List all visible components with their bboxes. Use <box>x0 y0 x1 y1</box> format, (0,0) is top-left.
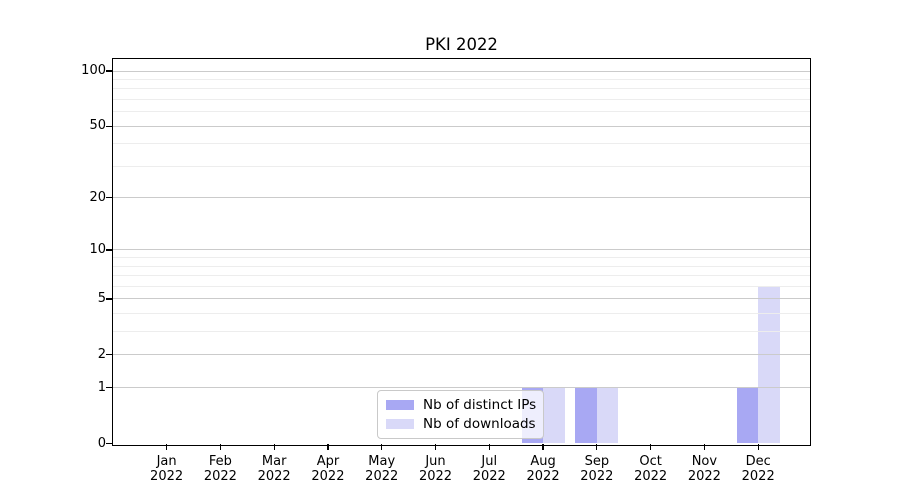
x-tick-label: Feb 2022 <box>192 454 248 485</box>
chart-title: PKI 2022 <box>425 35 498 54</box>
bar-downloads <box>543 387 565 444</box>
y-tick-label: 5 <box>97 290 106 306</box>
x-tick-label-month: Mar <box>261 453 287 469</box>
y-tick-label: 10 <box>89 241 106 257</box>
x-tick-label: May 2022 <box>354 454 410 485</box>
y-tick-label: 20 <box>89 189 106 205</box>
x-tick-label-year: 2022 <box>311 469 345 484</box>
gridline-major <box>113 354 810 356</box>
y-tick-label: 100 <box>81 63 106 78</box>
gridline-minor <box>113 78 810 80</box>
legend: Nb of distinct IPs Nb of downloads <box>377 390 544 439</box>
bar-downloads <box>758 286 780 444</box>
y-tick <box>106 298 113 300</box>
gridline-minor <box>113 165 810 167</box>
y-tick <box>106 125 113 127</box>
x-tick-label-month: May <box>368 453 396 469</box>
plot-border <box>112 58 811 446</box>
y-tick <box>106 386 113 389</box>
x-tick-label: Mar 2022 <box>246 454 302 485</box>
gridline-minor <box>113 143 810 145</box>
legend-label-downloads: Nb of downloads <box>423 416 536 433</box>
x-tick-label-month: Feb <box>208 453 232 469</box>
legend-item-distinct-ips: Nb of distinct IPs <box>386 396 537 413</box>
x-tick-label-year: 2022 <box>365 469 399 484</box>
x-tick-label-month: Nov <box>691 453 718 469</box>
gridline-major <box>113 249 810 251</box>
y-tick <box>106 197 113 199</box>
x-tick-label-year: 2022 <box>741 469 775 484</box>
x-tick-label-year: 2022 <box>203 469 237 484</box>
y-tick <box>106 249 113 251</box>
gridline-minor <box>113 313 810 315</box>
gridline-major <box>113 298 810 300</box>
y-tick-label: 0 <box>97 435 106 451</box>
x-tick-label-year: 2022 <box>472 469 506 484</box>
x-tick-label: Aug 2022 <box>515 454 571 485</box>
x-tick-label: Jun 2022 <box>408 454 464 485</box>
x-tick-label-month: Oct <box>639 453 662 469</box>
x-tick-label: Jul 2022 <box>461 454 517 485</box>
gridline-minor <box>113 98 810 100</box>
x-tick-label-month: Jan <box>156 453 177 469</box>
x-tick-label-year: 2022 <box>687 469 721 484</box>
x-tick-label-year: 2022 <box>580 469 614 484</box>
gridline-minor <box>113 265 810 267</box>
x-tick-label-year: 2022 <box>418 469 453 484</box>
y-tick <box>106 354 113 356</box>
x-tick <box>596 443 598 450</box>
gridline-major <box>113 125 810 127</box>
x-tick <box>488 443 490 450</box>
x-tick-label: Jan 2022 <box>139 454 195 485</box>
x-tick <box>542 443 544 450</box>
x-tick-label-year: 2022 <box>150 469 184 484</box>
bar-distinct-ips <box>575 387 597 444</box>
x-tick-label: Sep 2022 <box>569 454 625 485</box>
x-tick-label: Apr 2022 <box>300 454 356 485</box>
gridline-major <box>113 387 810 389</box>
legend-swatch-distinct-ips-icon <box>386 399 414 410</box>
y-tick <box>106 70 113 72</box>
x-tick-label-year: 2022 <box>634 469 668 484</box>
y-tick-label: 1 <box>97 379 106 395</box>
x-tick <box>327 443 329 450</box>
x-tick-label-month: Aug <box>530 453 556 469</box>
x-tick <box>434 443 437 450</box>
x-tick-label: Dec 2022 <box>730 454 786 485</box>
gridline-major <box>113 197 810 199</box>
y-tick <box>106 442 113 445</box>
x-tick-label-month: Jul <box>481 453 498 469</box>
bar-downloads <box>596 387 619 444</box>
gridline-minor <box>113 275 810 277</box>
x-tick <box>703 443 706 450</box>
x-tick-label-year: 2022 <box>526 469 560 484</box>
y-tick-label: 2 <box>97 346 106 362</box>
gridline-minor <box>113 111 810 113</box>
gridline-minor <box>113 331 810 333</box>
x-tick <box>219 443 222 450</box>
legend-swatch-downloads-icon <box>386 419 414 430</box>
x-tick <box>165 443 168 450</box>
gridline-major <box>113 70 810 72</box>
x-tick <box>649 443 652 450</box>
gridline-minor <box>113 285 810 287</box>
x-tick-label-month: Sep <box>584 453 610 469</box>
bar-distinct-ips <box>736 387 759 444</box>
y-tick-label: 50 <box>89 118 106 134</box>
legend-label-distinct-ips: Nb of distinct IPs <box>423 396 537 413</box>
x-tick-label-month: Apr <box>316 453 340 469</box>
x-tick-label: Oct 2022 <box>623 454 679 485</box>
x-tick <box>273 443 275 450</box>
x-tick-label-month: Dec <box>745 453 771 469</box>
x-tick-label: Nov 2022 <box>676 454 732 485</box>
gridline-minor <box>113 88 810 90</box>
x-tick-label-month: Jun <box>425 453 446 469</box>
x-tick-label-year: 2022 <box>257 469 291 484</box>
legend-item-downloads: Nb of downloads <box>386 416 536 433</box>
x-tick <box>381 443 383 450</box>
x-tick <box>757 443 759 450</box>
gridline-minor <box>113 257 810 259</box>
